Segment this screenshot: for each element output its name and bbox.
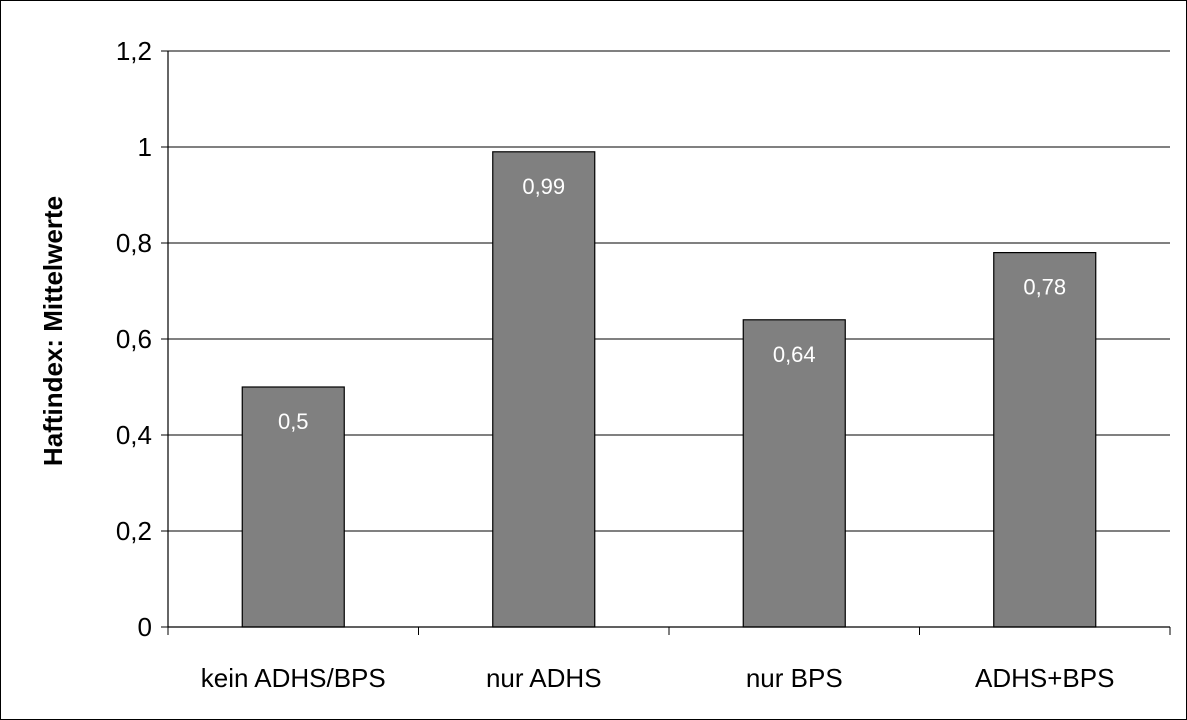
x-tick-labels: kein ADHS/BPS nur ADHS nur BPS ADHS+BPS <box>201 663 1115 693</box>
y-tick-label: 0,2 <box>116 516 152 546</box>
bar <box>241 386 345 628</box>
y-tick-label: 1 <box>138 132 152 162</box>
data-label: 0,64 <box>773 342 816 367</box>
y-tick-labels: 0 0,2 0,4 0,6 0,8 1 1,2 <box>116 36 152 642</box>
axes <box>161 50 1171 635</box>
data-label: 0,78 <box>1023 275 1066 300</box>
data-labels: 0,5 0,99 0,64 0,78 <box>278 174 1066 434</box>
y-tick-label: 0,6 <box>116 324 152 354</box>
data-label: 0,5 <box>278 409 309 434</box>
y-tick-label: 0 <box>138 612 152 642</box>
y-tick-label: 0,8 <box>116 228 152 258</box>
y-tick-label: 0,4 <box>116 420 152 450</box>
data-label: 0,99 <box>522 174 565 199</box>
x-tick-label: nur BPS <box>746 663 843 693</box>
y-axis-label: Haftindex: Mittelwerte <box>38 196 68 466</box>
x-tick-label: ADHS+BPS <box>975 663 1114 693</box>
y-tick-label: 1,2 <box>116 36 152 66</box>
x-tick-label: nur ADHS <box>486 663 602 693</box>
bars <box>241 151 1097 628</box>
bar <box>492 151 596 628</box>
bar <box>993 252 1097 628</box>
bar <box>742 319 846 628</box>
x-tick-label: kein ADHS/BPS <box>201 663 386 693</box>
